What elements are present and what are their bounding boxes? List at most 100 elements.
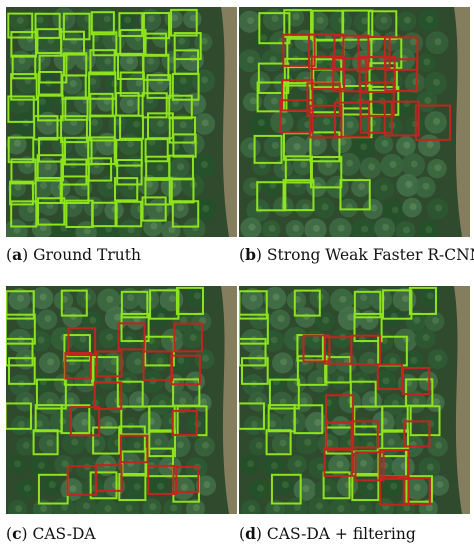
ground-truth-box (11, 54, 37, 80)
detection-box (282, 179, 315, 212)
detection-box (258, 12, 291, 45)
false-detection-box (94, 464, 123, 492)
panel-b-image (239, 7, 470, 237)
detection-box (60, 289, 88, 317)
detection-box (382, 289, 413, 320)
false-detection-box (308, 33, 345, 70)
detection-box (63, 334, 91, 362)
palm-tree-canopy (239, 8, 449, 237)
caption-d-text: CAS-DA + filtering (266, 525, 416, 543)
ground-truth-box (119, 114, 144, 140)
detection-box (270, 473, 302, 505)
false-detection-box (95, 350, 123, 378)
detection-box (6, 402, 32, 430)
ground-truth-box (34, 177, 62, 204)
detection-box-group (239, 286, 441, 505)
false-detection-box (350, 334, 382, 366)
detection-box (239, 337, 267, 367)
detection-box (293, 404, 324, 435)
detection-box (368, 62, 398, 92)
ground-truth-box (36, 197, 66, 226)
detection-box (148, 405, 176, 433)
ground-truth-box-group (7, 8, 202, 228)
detection-box (381, 429, 409, 458)
detection-box (293, 289, 321, 317)
false-detection-box (376, 363, 403, 390)
detection-box (239, 290, 268, 320)
detection-box (8, 357, 36, 385)
ground-truth-box (87, 136, 116, 165)
false-detection-box (279, 99, 314, 134)
false-detection-box (379, 475, 410, 506)
ground-truth-box (60, 158, 88, 186)
ground-truth-box (38, 136, 64, 163)
false-detection-box (282, 33, 316, 67)
false-detection-box-group (64, 322, 203, 496)
ground-truth-box (171, 72, 200, 101)
detection-box (351, 472, 380, 502)
false-detection-box (173, 322, 203, 353)
false-detection-box (332, 57, 367, 93)
detection-box (118, 472, 147, 502)
ground-truth-box (64, 96, 89, 121)
caption-a-text: Ground Truth (33, 246, 141, 264)
ground-truth-box (115, 200, 143, 228)
ground-truth-box (173, 32, 202, 61)
detection-box (353, 312, 383, 343)
ground-truth-box (34, 12, 61, 39)
false-detection-box (350, 420, 379, 449)
false-detection-box (383, 100, 420, 137)
ground-truth-box (141, 196, 167, 222)
dirt-path (454, 286, 470, 514)
ground-truth-box (168, 116, 196, 144)
ground-truth-box (142, 12, 171, 40)
ground-truth-box (144, 138, 169, 163)
detection-box (253, 134, 283, 164)
detection-box (381, 405, 409, 433)
false-detection-box (333, 101, 371, 138)
detection-box (148, 429, 176, 458)
caption-d: (d) CAS-DA + filtering (239, 524, 416, 543)
detection-box (6, 313, 36, 345)
ground-truth-box (89, 49, 116, 76)
false-detection-box (302, 334, 331, 363)
false-detection-box (119, 434, 149, 464)
ground-truth-box (38, 54, 68, 84)
detection-box (408, 286, 437, 315)
false-detection-box (281, 79, 314, 112)
caption-c: (c) CAS-DA (6, 524, 96, 543)
detection-box (120, 290, 149, 319)
detection-box (239, 402, 265, 430)
false-detection-box (147, 464, 178, 495)
caption-a-letter: a (12, 245, 23, 264)
detection-box (405, 475, 433, 503)
ground-truth-box (115, 138, 143, 167)
ground-truth-box (116, 159, 143, 186)
false-detection-box (414, 104, 452, 141)
caption-b-letter: b (245, 245, 256, 264)
caption-c-text: CAS-DA (32, 525, 96, 543)
detection-box (241, 357, 269, 385)
false-detection-box (69, 406, 101, 437)
ground-truth-box (9, 180, 34, 206)
false-detection-box (323, 447, 354, 477)
detection-box (239, 313, 269, 345)
false-detection-box (310, 55, 346, 90)
caption-a: (a) Ground Truth (6, 245, 141, 264)
detection-box (257, 62, 290, 94)
detection-box (312, 58, 343, 89)
detection-box (283, 9, 313, 38)
false-detection-box (359, 81, 395, 117)
ground-truth-box (60, 115, 88, 144)
aerial-image-strong-weak (239, 7, 470, 237)
ground-truth-box (89, 114, 116, 142)
false-detection-box (308, 104, 343, 139)
ground-truth-box (119, 29, 147, 57)
ground-truth-box (7, 12, 34, 39)
detection-box (309, 156, 343, 189)
ground-truth-box (33, 115, 59, 141)
false-detection-box (64, 351, 92, 380)
false-detection-box-group (279, 33, 452, 141)
ground-truth-box (10, 73, 38, 101)
ground-truth-box (171, 200, 200, 228)
